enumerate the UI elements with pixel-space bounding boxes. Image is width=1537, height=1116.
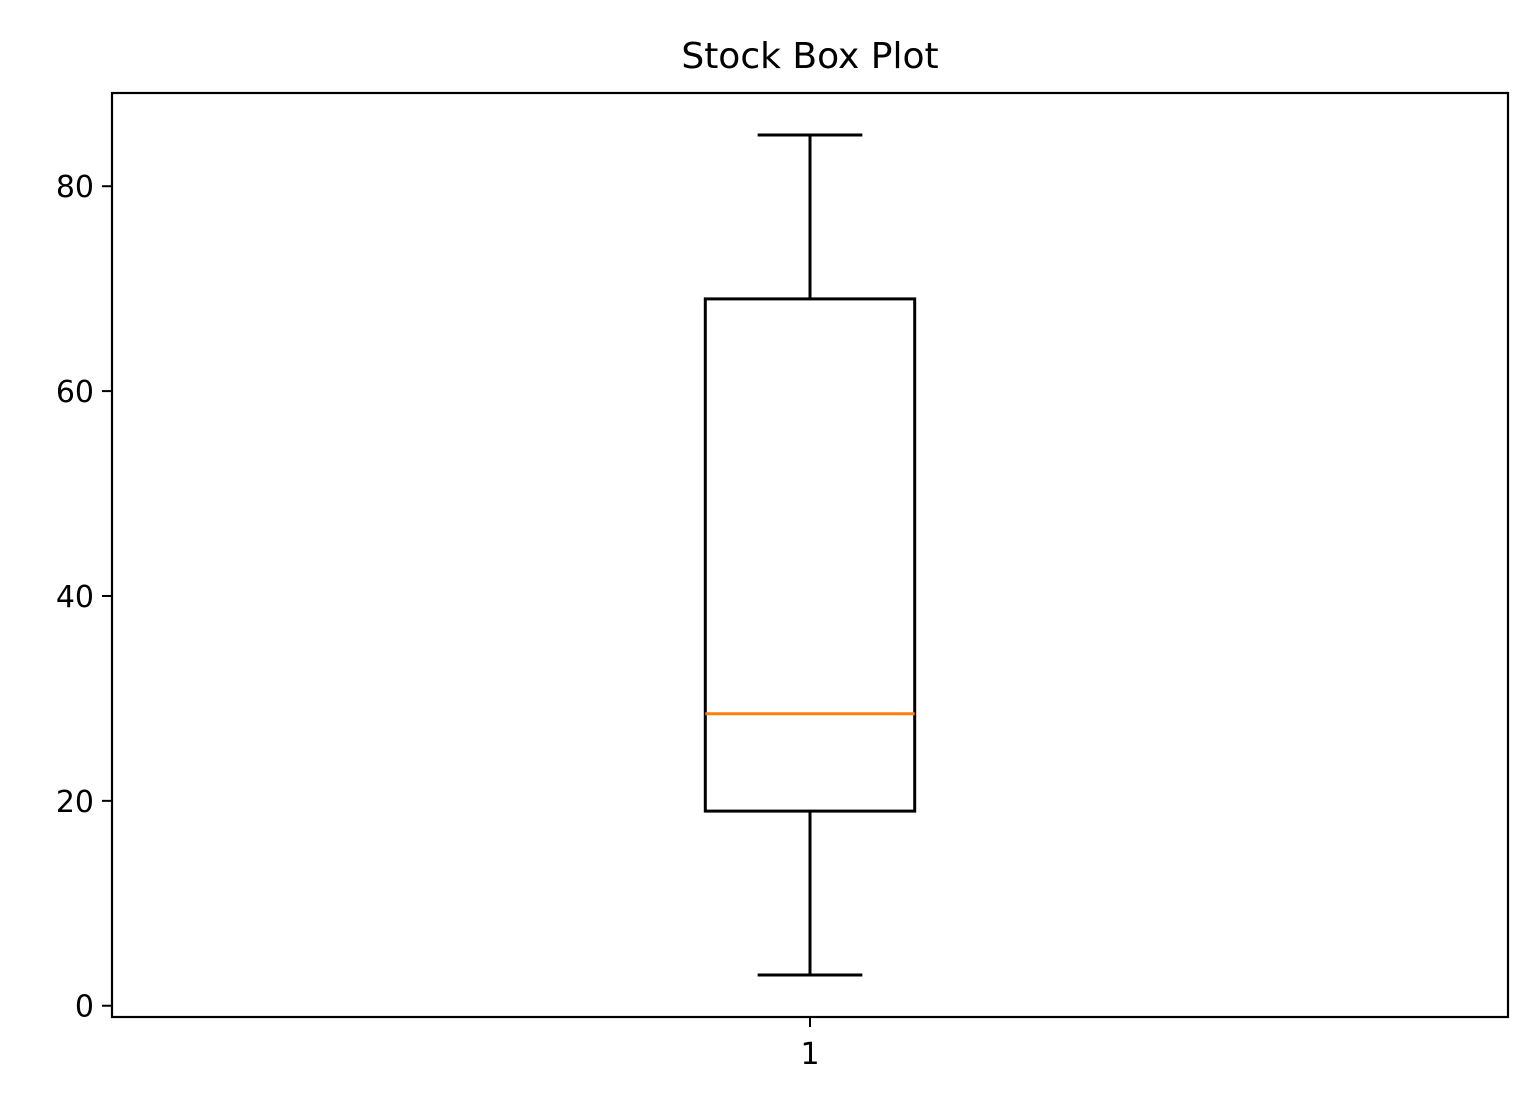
box-series [703,133,917,977]
x-tick-label: 1 [800,1037,819,1072]
chart-title: Stock Box Plot [681,36,938,77]
y-tick-label: 60 [56,375,94,410]
x-axis: 1 [800,1017,820,1072]
y-tick-label: 40 [56,580,94,615]
y-tick-label: 20 [56,785,94,820]
y-tick-label: 0 [75,990,94,1025]
y-axis: 0 20 40 60 80 [56,170,112,1025]
y-tick-label: 80 [56,170,94,205]
interquartile-box [703,297,917,813]
